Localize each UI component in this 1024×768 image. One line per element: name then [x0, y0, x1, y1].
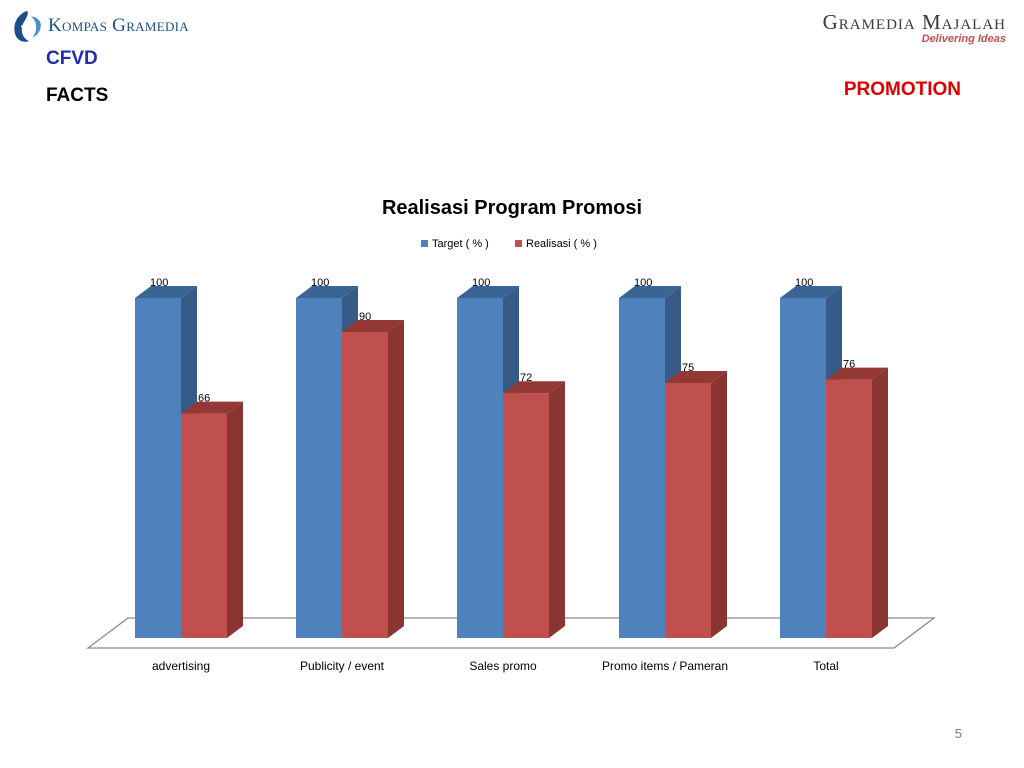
bar-top: [619, 286, 681, 298]
bar-top: [296, 286, 358, 298]
bar-top: [503, 381, 565, 394]
category-label-3: Promo items / Pameran: [602, 659, 728, 673]
bar-top: [780, 286, 842, 298]
bar-target-2: [457, 286, 519, 638]
bar-top: [181, 401, 243, 414]
data-label-target-3: 100: [634, 277, 652, 289]
data-label-target-4: 100: [795, 277, 813, 289]
bar-top: [665, 371, 727, 383]
bar-side: [227, 401, 243, 638]
bar-realisasi-4: [826, 367, 888, 638]
bar-realisasi-3: [665, 371, 727, 638]
data-label-realisasi-1: 90: [359, 311, 371, 323]
gramedia-majalah-brand-text: Gramedia Majalah: [822, 10, 1006, 34]
chart-bars: [135, 286, 888, 638]
bar-side: [872, 367, 888, 638]
category-label-2: Sales promo: [469, 659, 537, 673]
chart-category-labels: advertising Publicity / event Sales promo P…: [152, 659, 839, 673]
kompas-gramedia-brand-text: Kompas Gramedia: [48, 15, 189, 36]
tagline: Delivering Ideas: [921, 33, 1006, 45]
bar-side: [388, 320, 404, 638]
chart-title: Realisasi Program Promosi: [382, 197, 642, 219]
category-label-1: Publicity / event: [300, 659, 385, 673]
bar-front: [135, 298, 181, 638]
data-label-target-2: 100: [472, 277, 490, 289]
bar-front: [342, 332, 388, 638]
bar-front: [619, 298, 665, 638]
legend-swatch-target: [421, 240, 428, 247]
category-label-4: Total: [813, 659, 838, 673]
data-label-realisasi-3: 75: [682, 362, 694, 374]
page-number: 5: [954, 726, 962, 741]
bar-top: [826, 367, 888, 380]
subtitle-cfvd: CFVD: [46, 48, 98, 69]
bar-realisasi-2: [503, 381, 565, 638]
data-label-realisasi-2: 72: [520, 372, 532, 384]
chart-data-labels: 100 66 100 90 100 72 100 75 100 76: [150, 277, 855, 405]
bar-front: [780, 298, 826, 638]
bar-front: [826, 379, 872, 638]
bar-front: [457, 298, 503, 638]
chart-legend: Target ( % ) Realisasi ( % ): [421, 238, 597, 250]
bar-top: [135, 286, 197, 298]
legend-swatch-realisasi: [515, 240, 522, 247]
bar-realisasi-1: [342, 320, 404, 638]
bar-realisasi-0: [181, 401, 243, 638]
bar-front: [503, 393, 549, 638]
legend-label-realisasi: Realisasi ( % ): [526, 238, 597, 250]
legend-label-target: Target ( % ): [432, 238, 489, 250]
kompas-gramedia-logo: Kompas Gramedia: [8, 6, 189, 46]
data-label-target-0: 100: [150, 277, 168, 289]
bar-front: [665, 383, 711, 638]
data-label-realisasi-4: 76: [843, 359, 855, 371]
data-label-target-1: 100: [311, 277, 329, 289]
bar-front: [296, 298, 342, 638]
bar-top: [342, 320, 404, 332]
data-label-realisasi-0: 66: [198, 393, 210, 405]
bar-top: [457, 286, 519, 298]
subtitle-facts: FACTS: [46, 85, 109, 106]
kompas-gramedia-emblem-icon: [14, 10, 41, 42]
bar-front: [181, 413, 227, 638]
category-label-0: advertising: [152, 659, 210, 673]
gramedia-majalah-logo: Gramedia Majalah Delivering Ideas: [823, 10, 1006, 45]
bar-side: [549, 381, 565, 638]
bar-side: [711, 371, 727, 638]
section-title: PROMOTION: [843, 79, 961, 100]
